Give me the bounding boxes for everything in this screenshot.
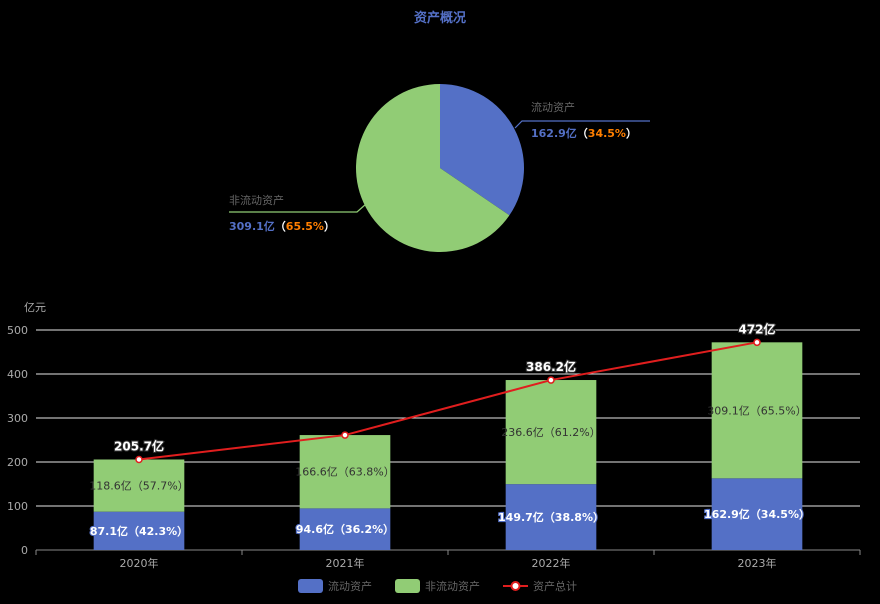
- bar-label-noncurrent-assets: 118.6亿（57.7%）: [89, 480, 188, 493]
- total-assets-point: [547, 376, 555, 384]
- bar-noncurrent-assets: [299, 435, 391, 509]
- legend-swatch: [395, 579, 420, 593]
- x-tick-label: 2021年: [326, 556, 365, 570]
- bar-current-assets: [505, 484, 597, 550]
- legend-item-2[interactable]: 资产总计: [503, 579, 577, 593]
- y-axis-label: 亿元: [24, 301, 46, 314]
- y-tick-label: 300: [7, 412, 28, 425]
- stacked-bar-chart: 亿元 0 100 200 300 400 500 2020年 2021年 2022年 2023年 87…: [7, 301, 861, 570]
- pie-label-name-0: 流动资产: [531, 100, 575, 114]
- pie-slice-0: [440, 84, 524, 216]
- total-assets-line: [138, 341, 758, 461]
- pie-label-name-1: 非流动资产: [229, 193, 284, 207]
- pie-paren-open: （: [577, 127, 588, 140]
- x-tick-label: 2022年: [532, 556, 571, 570]
- legend-label: 资产总计: [533, 579, 577, 593]
- bar-label-noncurrent-assets: 236.6亿（61.2%）: [501, 426, 600, 439]
- total-assets-point: [753, 338, 761, 347]
- legend-label: 非流动资产: [425, 579, 480, 593]
- bar-noncurrent-assets: [505, 380, 597, 485]
- pie-paren-close: ）: [324, 220, 335, 233]
- bar-label-current-assets: 149.7亿（38.8%）: [498, 510, 604, 524]
- bar-label-noncurrent-assets: 166.6亿（63.8%）: [295, 466, 394, 479]
- y-tick-label: 100: [7, 500, 28, 513]
- legend-swatch: [298, 579, 323, 593]
- total-assets-point: [135, 455, 143, 464]
- y-tick-label: 0: [21, 544, 28, 557]
- legend-item-0[interactable]: 流动资产: [298, 579, 372, 593]
- bar-current-assets: [711, 478, 803, 550]
- pie-paren-close: ）: [626, 127, 637, 140]
- pie-value-text: 162.9亿: [531, 126, 577, 140]
- pie-leader-current: [514, 120, 650, 129]
- pie-paren-open: （: [275, 220, 286, 233]
- x-tick-label: 2023年: [738, 556, 777, 570]
- bar-label-current-assets: 162.9亿（34.5%）: [704, 507, 810, 521]
- legend-item-1[interactable]: 非流动资产: [395, 579, 480, 593]
- bar-noncurrent-assets: [93, 459, 185, 512]
- legend-swatch-point: [510, 581, 521, 591]
- y-tick-label: 500: [7, 324, 28, 337]
- bar-label-current-assets: 94.6亿（36.2%）: [296, 522, 394, 536]
- pie-title: 资产概况: [414, 10, 466, 26]
- pie-label-value-0: 162.9亿（34.5%）: [531, 126, 637, 140]
- legend-label: 流动资产: [328, 579, 372, 593]
- y-tick-label: 200: [7, 456, 28, 469]
- bar-current-assets: [299, 508, 391, 550]
- x-tick-label: 2020年: [120, 556, 159, 570]
- legend[interactable]: 流动资产 非流动资产 资产总计: [298, 579, 577, 593]
- pie-value-text: 309.1亿: [229, 219, 275, 233]
- y-tick-label: 400: [7, 368, 28, 381]
- bar-noncurrent-assets: [711, 342, 803, 479]
- total-assets-label: 472亿: [738, 321, 775, 336]
- bar-label-current-assets: 87.1亿（42.3%）: [90, 524, 188, 538]
- total-assets-label: 205.7亿: [114, 438, 164, 453]
- total-assets-label: 386.2亿: [526, 359, 576, 374]
- bar-current-assets: [93, 511, 185, 550]
- pie-label-value-1: 309.1亿（65.5%）: [229, 219, 335, 233]
- bar-label-noncurrent-assets: 309.1亿（65.5%）: [707, 404, 806, 417]
- pie-pct-text: 65.5%: [286, 220, 324, 233]
- total-assets-point: [341, 431, 349, 439]
- pie-leader-noncurrent: [229, 203, 367, 213]
- pie-slice-1: [356, 84, 510, 252]
- pie-pct-text: 34.5%: [588, 127, 626, 140]
